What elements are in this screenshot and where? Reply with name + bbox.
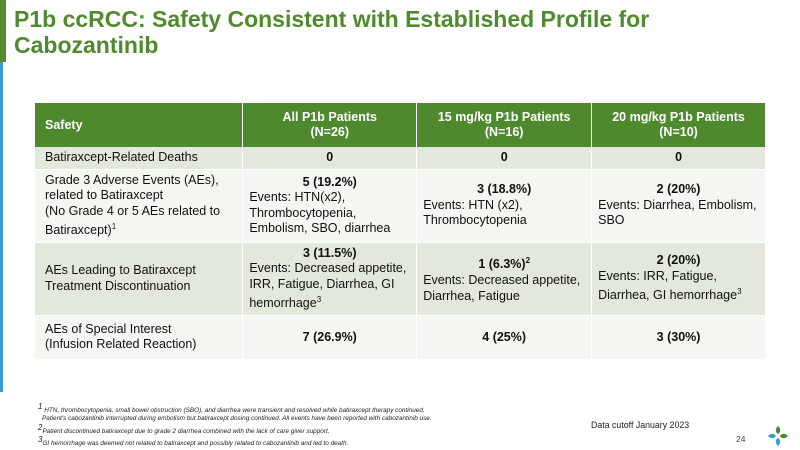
footnote-2: 2Patient discontinued batiraxcept due to… bbox=[38, 424, 598, 436]
left-accent-line bbox=[0, 62, 3, 392]
footnote-3: 3GI hemorrhage was deemed not related to… bbox=[38, 436, 598, 448]
cell-20mg: 2 (20%) Events: Diarrhea, Embolism, SBO bbox=[592, 169, 766, 242]
table-row-grade3: Grade 3 Adverse Events (AEs), related to … bbox=[35, 169, 766, 242]
cell-15mg: 1 (6.3%)2 Events: Decreased appetite, Dia… bbox=[417, 242, 592, 315]
cell-15mg: 3 (18.8%) Events: HTN (x2), Thrombocytope… bbox=[417, 169, 592, 242]
header-20mg-patients: 20 mg/kg P1b Patients (N=10) bbox=[592, 103, 766, 147]
row-label: AEs Leading to Batiraxcept Treatment Disc… bbox=[35, 242, 243, 315]
header-15mg-patients: 15 mg/kg P1b Patients (N=16) bbox=[417, 103, 592, 147]
company-logo-icon bbox=[766, 425, 790, 447]
footnotes: 1 HTN, thrombocytopenia, small bowel obs… bbox=[38, 403, 598, 449]
row-label: Grade 3 Adverse Events (AEs), related to … bbox=[35, 169, 243, 242]
cell-20mg: 0 bbox=[592, 147, 766, 169]
row-label: Batiraxcept-Related Deaths bbox=[35, 147, 243, 169]
footnote-1: 1 HTN, thrombocytopenia, small bowel obs… bbox=[38, 403, 598, 415]
page-title: P1b ccRCC: Safety Consistent with Establ… bbox=[14, 6, 774, 58]
cell-20mg: 3 (30%) bbox=[592, 315, 766, 359]
row-label: AEs of Special Interest (Infusion Related… bbox=[35, 315, 243, 359]
cell-20mg: 2 (20%) Events: IRR, Fatigue, Diarrhea, G… bbox=[592, 242, 766, 315]
cell-all: 3 (11.5%) Events: Decreased appetite, IRR… bbox=[243, 242, 417, 315]
page-number: 24 bbox=[736, 434, 745, 444]
safety-table: Safety All P1b Patients (N=26) 15 mg/kg P… bbox=[35, 103, 766, 360]
logo-petals bbox=[768, 426, 788, 446]
table-row-discontinuation: AEs Leading to Batiraxcept Treatment Disc… bbox=[35, 242, 766, 315]
table-row-deaths: Batiraxcept-Related Deaths 0 0 0 bbox=[35, 147, 766, 169]
cell-all: 5 (19.2%) Events: HTN(x2), Thrombocytopen… bbox=[243, 169, 417, 242]
cell-all: 7 (26.9%) bbox=[243, 315, 417, 359]
header-all-patients: All P1b Patients (N=26) bbox=[243, 103, 417, 147]
data-cutoff: Data cutoff January 2023 bbox=[591, 420, 689, 430]
cell-15mg: 4 (25%) bbox=[417, 315, 592, 359]
title-accent-bar bbox=[0, 0, 6, 62]
footnote-1-continued: Patient's cabozantinib interrupted durin… bbox=[38, 415, 598, 423]
header-safety: Safety bbox=[35, 103, 243, 147]
cell-all: 0 bbox=[243, 147, 417, 169]
cell-15mg: 0 bbox=[417, 147, 592, 169]
table-row-special-interest: AEs of Special Interest (Infusion Related… bbox=[35, 315, 766, 359]
table-header-row: Safety All P1b Patients (N=26) 15 mg/kg P… bbox=[35, 103, 766, 147]
